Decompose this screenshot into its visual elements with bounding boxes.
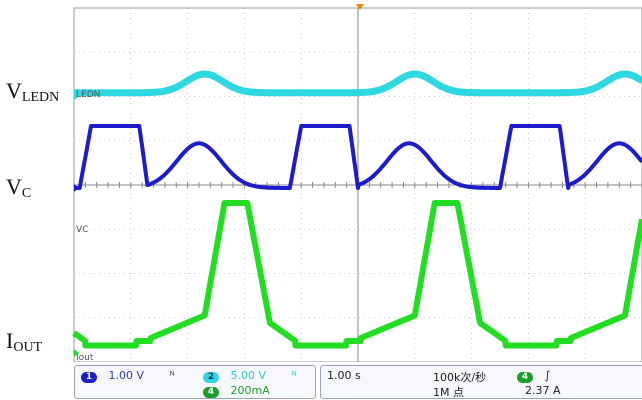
ch1-coupling-icon: ᴺ (169, 369, 175, 382)
ch4-scale: 200mA (230, 384, 270, 397)
trigger-position-marker (356, 4, 364, 10)
signal-label-column: VLEDN VC IOUT (0, 0, 74, 400)
sample-rate-readout: 100k次/秒 (433, 371, 487, 384)
ch2-scale: 5.00 V (230, 369, 267, 382)
trace-tag-iout: Iout (76, 353, 94, 363)
timebase-readout: 1.00 s (327, 369, 361, 382)
ch2-coupling-icon: ᴺ (291, 369, 297, 382)
ground-marker (74, 349, 79, 357)
ch4-indicator[interactable]: 4 200mA (203, 384, 270, 398)
ch1-badge: 1 (81, 372, 97, 383)
label-vledn: VLEDN (6, 78, 60, 105)
vc-trace (74, 125, 642, 189)
label-vc: VC (6, 174, 32, 201)
trigger-indicator[interactable]: 4 ∫ (517, 369, 550, 383)
trace-tag-vc: VC (76, 225, 88, 235)
ground-marker (74, 184, 79, 192)
iout-trace (73, 202, 642, 347)
acquisition-box[interactable]: 1.00 s 100k次/秒 1M 点 4 ∫ 2.37 A (320, 365, 642, 399)
label-iout: IOUT (6, 328, 43, 355)
trigger-level-readout: 2.37 A (525, 384, 561, 397)
ground-marker (74, 92, 79, 100)
record-length-readout: 1M 点 (433, 386, 464, 399)
ch1-indicator[interactable]: 1 1.00 V ᴺ (81, 369, 175, 383)
scope-status-bar: 1 1.00 V ᴺ 2 5.00 V ᴺ 4 200mA 1.00 s 100… (74, 362, 642, 400)
trace-tags: LEDN VC Iout (74, 90, 100, 363)
vledn-trace (74, 73, 642, 94)
waveform-traces (70, 70, 642, 349)
ch1-scale: 1.00 V (108, 369, 145, 382)
trigger-slope-icon: ∫ (544, 369, 551, 382)
trigger-channel-badge: 4 (517, 372, 533, 383)
ch2-indicator[interactable]: 2 5.00 V ᴺ (203, 369, 297, 383)
channel-settings-box[interactable]: 1 1.00 V ᴺ 2 5.00 V ᴺ 4 200mA (74, 365, 316, 399)
ch4-badge: 4 (203, 387, 219, 398)
ch2-badge: 2 (203, 372, 219, 383)
trace-tag-ledn: LEDN (76, 90, 100, 100)
